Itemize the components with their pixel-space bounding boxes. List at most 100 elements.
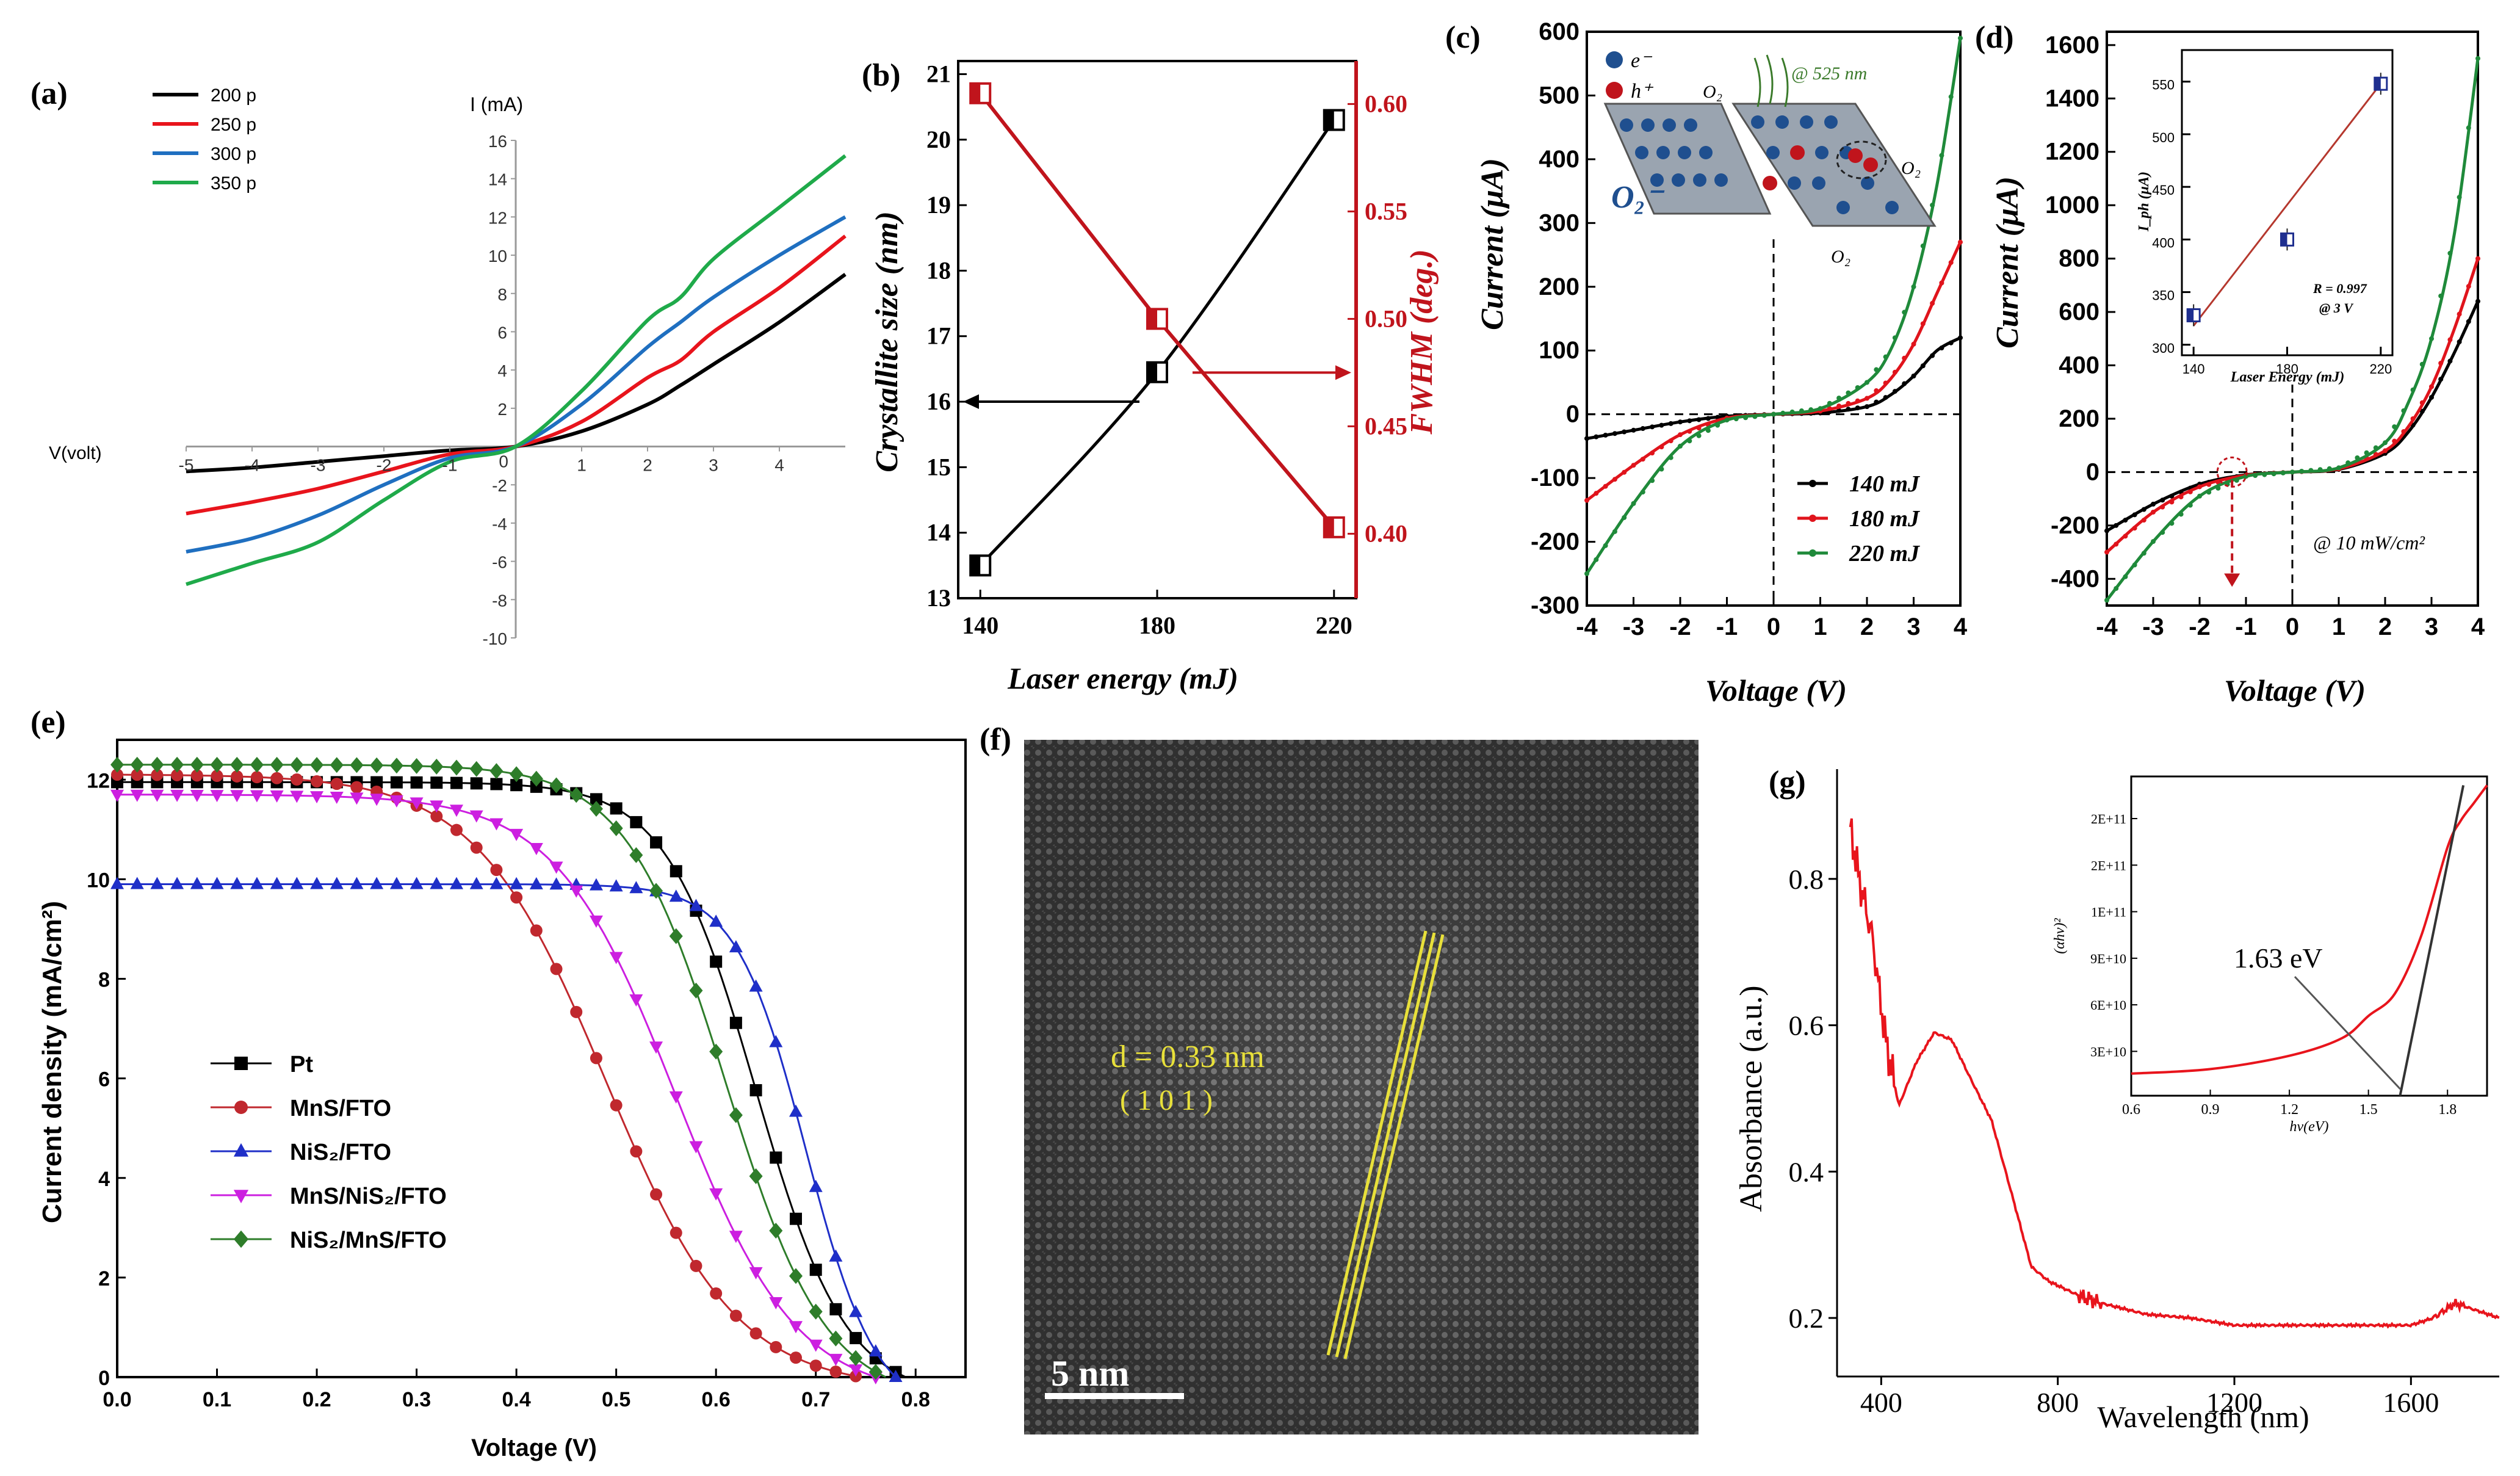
series-point [1948, 340, 1954, 345]
legend-label: 200 p [211, 85, 256, 106]
panel-e: 0.0 0.1 0.2 0.3 0.4 0.5 0.6 0.7 0.8 0 2 4 6 8 10 12 (e)… [31, 705, 967, 1461]
electron-dot [1815, 146, 1829, 159]
jv-marker [250, 771, 263, 784]
series-point [1603, 483, 1608, 489]
x-tick-label: 3 [709, 456, 718, 475]
y-tick-label: 200 [2059, 405, 2099, 432]
panel-b-xlabel: Laser energy (mJ) [1007, 661, 1238, 695]
jv-marker [111, 769, 123, 781]
jv-marker [809, 1179, 823, 1192]
series-point [2104, 598, 2109, 603]
series-point [1594, 491, 1599, 496]
jv-marker [589, 878, 603, 891]
jv-marker [170, 756, 184, 773]
series-point [1846, 400, 1851, 406]
series-point [1892, 369, 1897, 375]
hole-dot [1790, 145, 1805, 160]
inset-x-tick-label: 1.2 [2280, 1102, 2298, 1118]
electron-dot [1684, 118, 1697, 132]
jv-marker [790, 1351, 802, 1364]
jv-marker [510, 891, 523, 904]
y-tick-label: 1000 [2045, 192, 2099, 219]
series-point [1780, 410, 1786, 416]
panel-a-ylabel: I (mA) [470, 93, 523, 115]
jv-marker [630, 816, 643, 828]
series-point [1631, 427, 1636, 433]
jv-marker [629, 881, 643, 894]
jv-marker [330, 757, 344, 773]
jv-marker [489, 763, 504, 780]
series-point [1733, 416, 1739, 422]
jv-marker [230, 877, 244, 889]
jv-marker [190, 877, 204, 889]
electron-dot [1663, 118, 1676, 132]
series-point [2132, 562, 2137, 568]
y-tick-label: 18 [926, 256, 951, 284]
inset-tangent-line [2399, 785, 2465, 1096]
x-tick-label: 4 [774, 456, 784, 475]
panel-b: 140 180 220 13 14 15 16 17 18 19 20 21 0.40 0.45 0.50 0… [862, 58, 1439, 695]
series-point [2123, 574, 2128, 579]
series-point [2429, 394, 2434, 400]
series-point [1603, 543, 1608, 548]
series-point [1902, 355, 1907, 361]
x-tick-label: 400 [1860, 1387, 1902, 1418]
jv-marker [469, 877, 483, 889]
jv-marker [689, 1141, 703, 1154]
series-point [1761, 413, 1767, 418]
scale-bar [1045, 1393, 1184, 1399]
series-point [1883, 395, 1888, 400]
jv-marker [389, 758, 403, 774]
series-point [2392, 438, 2397, 444]
y-tick-label: -6 [492, 553, 507, 572]
jv-marker [729, 1231, 743, 1243]
panel-c-legend: 140 mJ 180 mJ 220 mJ [1797, 471, 1920, 566]
series-point [2234, 477, 2239, 483]
jv-marker [350, 792, 364, 805]
electron-dot [1641, 118, 1655, 132]
series-point [2160, 497, 2165, 503]
inset-frame [2130, 775, 2488, 1097]
inset-point-fill [2281, 233, 2287, 246]
y-tick-label: 0 [2086, 458, 2099, 485]
jv-marker [510, 877, 524, 889]
jv-marker [450, 805, 463, 817]
panel-e-xlabel: Voltage (V) [471, 1434, 597, 1461]
y-tick-label: -4 [492, 515, 507, 534]
series-point [1958, 35, 1963, 41]
series-point [2141, 507, 2146, 512]
jv-marker [389, 795, 403, 808]
y-tick-label: 20 [926, 126, 951, 153]
x-tick-label: -2 [2189, 613, 2211, 640]
series-point [2447, 250, 2453, 256]
x-tick-label: 0.5 [602, 1388, 630, 1411]
series-point [1705, 416, 1711, 421]
jv-marker [131, 769, 143, 781]
series-point [1818, 406, 1823, 411]
fwhm-marker-fill [1324, 517, 1334, 537]
jv-marker [469, 810, 483, 823]
electron-dot [1775, 115, 1789, 129]
series-point [1902, 381, 1907, 386]
x-tick-label: -4 [2096, 613, 2118, 640]
series-point [2178, 512, 2184, 517]
jv-marker [709, 914, 723, 927]
series-point [1696, 433, 1702, 438]
electron-dot [1751, 115, 1764, 129]
series-point [2419, 408, 2425, 414]
jv-marker [809, 1339, 823, 1352]
series-point [1622, 429, 1627, 435]
series-point [2197, 484, 2202, 490]
panel-c-xlabel: Voltage (V) [1705, 673, 1847, 707]
electron-dot [1635, 146, 1648, 159]
charge-carrier-dots [1620, 115, 1899, 214]
series-point [2114, 541, 2119, 547]
legend-marker [233, 1230, 249, 1248]
absorbance-curve [1849, 818, 2500, 1329]
x-tick-label: 180 [1139, 612, 1175, 639]
panel-g: 400 800 1200 1600 0.2 0.4 0.6 0.8 (g) Wavelengt… [1734, 765, 2500, 1434]
y-tick-label: 0.8 [1789, 864, 1824, 895]
series-point [2187, 489, 2193, 494]
series-point [1865, 380, 1869, 385]
